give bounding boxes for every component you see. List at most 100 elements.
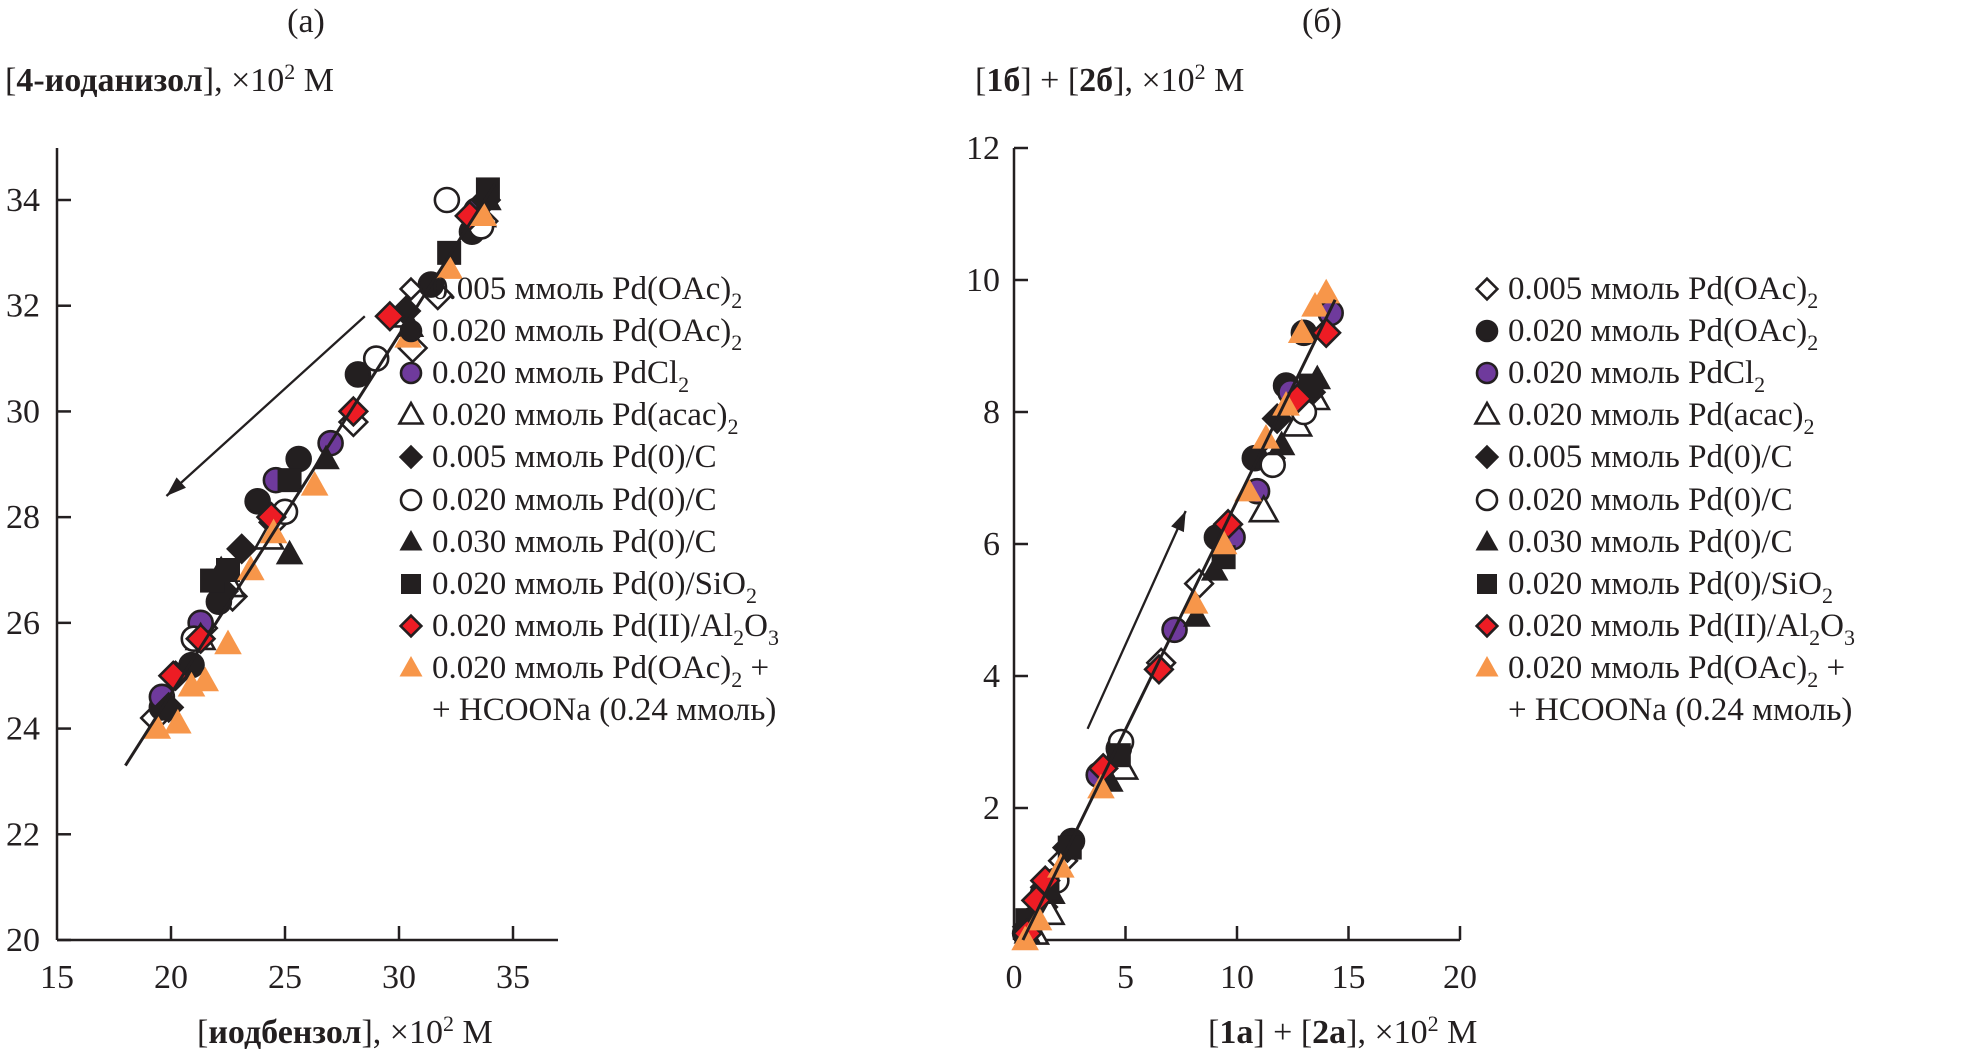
y-tick-label: 22 — [6, 816, 40, 853]
y-tick-label: 24 — [6, 711, 40, 748]
y-tick-label: 20 — [6, 922, 40, 959]
arrow-head-icon — [1171, 511, 1186, 533]
y-tick-label: 34 — [6, 182, 40, 219]
arrow-head-icon — [166, 477, 186, 496]
data-point — [275, 539, 304, 565]
legend-item: 0.030 ммоль Pd(0)/C — [399, 524, 717, 560]
legend-marker-circle-open — [399, 488, 423, 512]
data-point — [277, 468, 302, 493]
legend-b: 0.005 ммоль Pd(OAc)20.020 ммоль Pd(OAc)2… — [1473, 271, 1855, 728]
legend-label: 0.020 ммоль PdCl2 — [432, 355, 689, 397]
data-point — [1183, 602, 1211, 627]
y-tick-label: 12 — [966, 130, 1000, 167]
x-tick-label: 0 — [1006, 959, 1023, 996]
legend-marker-circle-purple — [399, 361, 423, 385]
panel-a: (а) [4-иоданизол], ×102 M [иодбензол], ×… — [5, 3, 779, 1051]
legend-item: 0.020 ммоль Pd(OAc)2 ++ HCOONa (0.24 ммо… — [1475, 650, 1852, 728]
legend-label: 0.020 ммоль Pd(0)/SiO2 — [432, 566, 757, 608]
legend-label: 0.020 ммоль Pd(0)/SiO2 — [1508, 566, 1833, 608]
plot-area-b — [1011, 278, 1344, 951]
trend-line — [1021, 299, 1337, 941]
data-point — [433, 186, 461, 214]
legend-label-line2: + HCOONa (0.24 ммоль) — [1508, 692, 1852, 728]
x-tick-label: 10 — [1220, 959, 1254, 996]
trend-line — [124, 183, 497, 767]
x-tick-label: 30 — [382, 959, 416, 996]
legend-marker-triangle-filled — [1475, 530, 1499, 551]
legend-item: 0.020 ммоль PdCl2 — [1475, 355, 1765, 397]
legend-label: 0.020 ммоль Pd(OAc)2 — [432, 313, 742, 355]
legend-marker-circle-filled — [399, 319, 423, 343]
data-point — [216, 558, 240, 582]
data-point — [164, 708, 192, 734]
x-tick-label: 15 — [1332, 959, 1366, 996]
legend-marker-triangle-open — [397, 400, 425, 425]
data-point — [344, 361, 372, 388]
x-axis-title-b: [1a] + [2a], ×102 M — [1208, 1011, 1477, 1051]
data-point — [214, 629, 242, 655]
x-tick-label: 25 — [268, 959, 302, 996]
y-tick-label: 4 — [983, 658, 1000, 695]
data-point — [300, 471, 329, 496]
legend-marker-square-filled — [1477, 574, 1497, 594]
direction-arrow-line — [1086, 510, 1187, 730]
legend-label: 0.020 ммоль Pd(II)/Al2O3 — [432, 608, 779, 650]
legend-item: 0.005 ммоль Pd(OAc)2 — [1474, 271, 1818, 313]
legend-marker-triangle-orange — [399, 656, 423, 677]
legend-label: 0.005 ммоль Pd(OAc)2 — [1508, 271, 1818, 313]
legend-label: 0.020 ммоль PdCl2 — [1508, 355, 1765, 397]
series-square-filled — [200, 177, 500, 593]
legend-label: 0.030 ммоль Pd(0)/C — [1508, 524, 1793, 560]
legend-marker-circle-filled — [1475, 319, 1499, 343]
legend-marker-triangle-orange — [1475, 656, 1499, 677]
legend-label: 0.005 ммоль Pd(OAc)2 — [432, 271, 742, 313]
legend-marker-triangle-open — [1473, 400, 1501, 425]
y-tick-label: 28 — [6, 499, 40, 536]
y-tick-label: 2 — [983, 790, 1000, 827]
legend-label: 0.020 ммоль Pd(II)/Al2O3 — [1508, 608, 1855, 650]
legend-item: 0.020 ммоль Pd(acac)2 — [1473, 397, 1815, 439]
legend-item: 0.020 ммоль Pd(II)/Al2O3 — [1474, 608, 1855, 650]
legend-item: 0.020 ммоль Pd(OAc)2 — [1475, 313, 1818, 355]
legend-item: 0.020 ммоль Pd(0)/SiO2 — [1477, 566, 1833, 608]
data-point — [226, 533, 258, 565]
legend-label: 0.020 ммоль Pd(OAc)2 + — [432, 650, 769, 692]
legend-item: 0.020 ммоль Pd(0)/C — [1475, 482, 1793, 518]
legend-label: 0.005 ммоль Pd(0)/C — [432, 439, 717, 475]
x-tick-label: 20 — [1443, 959, 1477, 996]
data-point — [1287, 318, 1316, 343]
panel-b: (б) [1б] + [2б], ×102 M [1a] + [2a], ×10… — [966, 3, 1855, 1051]
legend-item: 0.005 ммоль Pd(OAc)2 — [398, 271, 742, 313]
legend-marker-diamond-filled — [1474, 444, 1500, 470]
data-point — [475, 177, 500, 202]
legend-label: 0.030 ммоль Pd(0)/C — [432, 524, 717, 560]
legend-marker-square-filled — [401, 574, 421, 594]
legend-item: 0.020 ммоль Pd(OAc)2 ++ HCOONa (0.24 ммо… — [399, 650, 776, 728]
legend-marker-triangle-filled — [399, 530, 423, 551]
legend-label: 0.005 ммоль Pd(0)/C — [1508, 439, 1793, 475]
legend-a: 0.005 ммоль Pd(OAc)20.020 ммоль Pd(OAc)2… — [397, 271, 779, 728]
axes-b: 2 4 6 8 10 12 0 5 10 15 20 — [966, 130, 1477, 996]
legend-item: 0.020 ммоль Pd(OAc)2 — [399, 313, 742, 355]
legend-label-line2: + HCOONa (0.24 ммоль) — [432, 692, 776, 728]
legend-item: 0.030 ммоль Pd(0)/C — [1475, 524, 1793, 560]
y-tick-label: 8 — [983, 394, 1000, 431]
legend-marker-diamond-red — [1474, 613, 1500, 639]
data-point — [469, 201, 498, 227]
data-point — [285, 445, 312, 473]
data-point — [1310, 317, 1342, 349]
y-axis-title-a: [4-иоданизол], ×102 M — [5, 59, 334, 99]
x-tick-label: 35 — [496, 959, 530, 996]
data-point — [435, 254, 463, 279]
direction-arrow-line — [165, 315, 366, 497]
data-point — [244, 487, 271, 515]
panel-label-b: (б) — [1302, 3, 1342, 40]
legend-item: 0.020 ммоль PdCl2 — [399, 355, 689, 397]
legend-label: 0.020 ммоль Pd(0)/C — [1508, 482, 1793, 518]
legend-item: 0.005 ммоль Pd(0)/C — [1474, 439, 1793, 475]
x-tick-label: 20 — [154, 959, 188, 996]
x-tick-label: 5 — [1117, 959, 1134, 996]
data-point — [1247, 493, 1280, 523]
